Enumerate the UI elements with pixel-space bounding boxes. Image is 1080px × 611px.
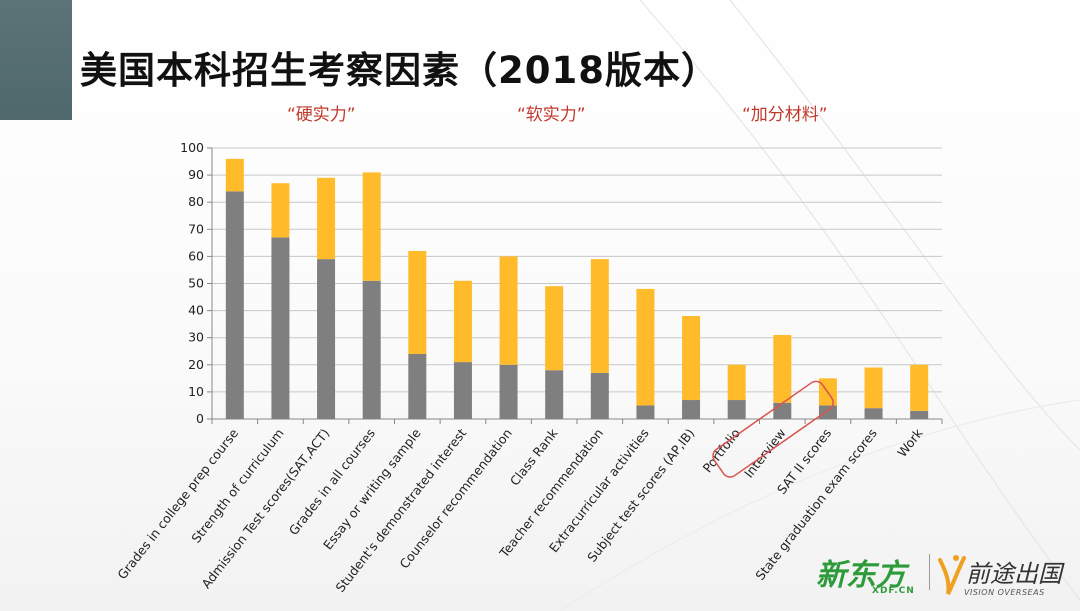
bar-segment-orange: [453, 280, 472, 363]
bar-segment-orange: [682, 316, 701, 401]
bar-segment-gray: [362, 280, 381, 419]
bar-segment-orange: [636, 288, 655, 406]
bar-segment-gray: [317, 259, 336, 419]
bar-segment-gray: [910, 410, 929, 419]
bar-segment-orange: [727, 364, 746, 401]
bar-segment-orange: [864, 367, 883, 409]
interview-highlight-box: [712, 380, 834, 478]
category-label: Portfolio: [700, 426, 743, 476]
bar-segment-gray: [773, 402, 792, 419]
y-tick-label: 100: [180, 140, 204, 155]
bar-segment-orange: [499, 256, 518, 365]
xdf-logo: 新东方: [816, 558, 906, 593]
y-tick-label: 10: [188, 384, 204, 399]
vision-overseas-swoosh-icon: [938, 555, 966, 595]
category-label: Grades in all courses: [286, 426, 378, 538]
xdf-logo-sub: XDF.CN: [872, 586, 915, 596]
bar-segment-gray: [499, 364, 518, 419]
bar-segment-gray: [408, 353, 427, 419]
y-tick-label: 60: [188, 248, 204, 263]
bar-segment-gray: [682, 400, 701, 419]
bar-segment-gray: [545, 370, 564, 419]
bar-segment-gray: [864, 408, 883, 419]
y-tick-label: 0: [196, 411, 204, 426]
page-title: 美国本科招生考察因素（2018版本）: [80, 49, 719, 92]
bar-segment-orange: [271, 183, 290, 238]
vision-overseas-logo: 前途出国: [966, 560, 1062, 588]
bar-segment-gray: [271, 237, 290, 419]
bar-segment-orange: [590, 259, 609, 373]
group-label-hard: “硬实力”: [287, 105, 356, 125]
category-label: Work: [894, 425, 926, 460]
accent-block: [0, 0, 72, 120]
category-label: Strength of curriculum: [188, 426, 286, 546]
y-tick-label: 40: [188, 303, 204, 318]
bar-segment-orange: [225, 158, 244, 192]
bar-segment-orange: [910, 364, 929, 411]
bar-segment-gray: [818, 405, 837, 419]
footer-logos: 新东方 XDF.CN 前途出国 VISION OVERSEAS: [816, 548, 1076, 606]
y-tick-label: 80: [188, 194, 204, 209]
logo-separator: [929, 554, 930, 590]
bar-segment-orange: [545, 286, 564, 371]
bar-segment-gray: [225, 191, 244, 419]
group-label-soft: “软实力”: [517, 105, 586, 125]
y-tick-label: 50: [188, 276, 204, 291]
bar-segment-gray: [727, 400, 746, 419]
vision-overseas-logo-sub: VISION OVERSEAS: [964, 588, 1045, 597]
bar-segment-orange: [408, 250, 427, 354]
bar-segment-orange: [362, 172, 381, 281]
bar-segment-orange: [317, 177, 336, 260]
y-tick-label: 70: [188, 221, 204, 236]
group-label-extra: “加分材料”: [742, 105, 828, 125]
y-tick-label: 20: [188, 357, 204, 372]
y-tick-label: 30: [188, 330, 204, 345]
bar-segment-gray: [636, 405, 655, 419]
bar-segment-gray: [590, 372, 609, 419]
category-label: Interview: [741, 426, 789, 481]
y-tick-label: 90: [188, 167, 204, 182]
bar-segment-gray: [453, 362, 472, 419]
bar-segment-orange: [773, 334, 792, 403]
